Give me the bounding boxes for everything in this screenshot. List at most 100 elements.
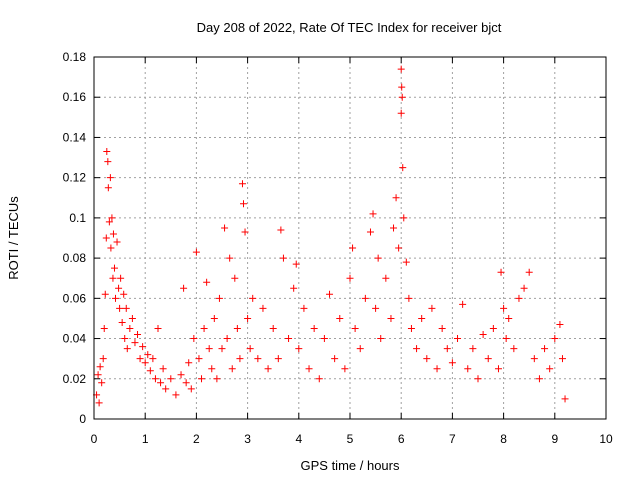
y-tick-label: 0: [79, 412, 86, 426]
data-point: [120, 290, 128, 298]
data-point: [240, 200, 248, 208]
data-point: [157, 379, 165, 387]
data-point: [398, 83, 406, 91]
data-point: [274, 355, 282, 363]
data-point: [134, 331, 142, 339]
data-point: [290, 284, 298, 292]
data-point: [259, 304, 267, 312]
data-point: [154, 325, 162, 332]
data-point: [479, 331, 487, 339]
data-point: [238, 180, 246, 188]
data-point: [210, 314, 218, 322]
data-point: [215, 294, 223, 302]
data-point: [428, 304, 436, 312]
data-point: [349, 244, 357, 252]
data-point: [448, 359, 456, 367]
data-point: [269, 325, 277, 332]
data-point: [136, 355, 144, 363]
y-tick-label: 0.1: [69, 211, 86, 225]
data-point: [241, 228, 249, 236]
data-point: [494, 365, 502, 373]
data-point: [151, 375, 159, 383]
data-point: [377, 335, 385, 343]
data-point: [98, 379, 106, 387]
data-points: [93, 65, 569, 407]
data-point: [320, 335, 328, 343]
y-axis-label: ROTI / TECUs: [6, 196, 21, 280]
data-point: [510, 345, 518, 353]
data-point: [205, 345, 213, 353]
data-point: [369, 210, 377, 218]
data-point: [233, 325, 241, 332]
data-point: [185, 359, 193, 367]
data-point: [305, 365, 313, 373]
data-point: [162, 385, 170, 393]
data-point: [400, 214, 408, 222]
data-point: [236, 355, 244, 363]
data-point: [505, 314, 513, 322]
data-point: [395, 244, 403, 252]
data-point: [244, 314, 252, 322]
data-point: [484, 355, 492, 363]
data-point: [366, 228, 374, 236]
data-point: [525, 268, 533, 276]
data-point: [231, 274, 239, 282]
data-point: [108, 214, 116, 222]
data-point: [300, 304, 308, 312]
data-point: [110, 264, 118, 272]
data-point: [254, 355, 262, 363]
data-point: [104, 158, 112, 166]
data-point: [277, 226, 285, 234]
data-point: [112, 294, 120, 302]
data-point: [95, 399, 103, 407]
x-tick-label: 7: [449, 432, 456, 446]
data-point: [558, 355, 566, 363]
data-point: [123, 345, 131, 353]
data-point: [223, 335, 231, 343]
data-point: [556, 320, 564, 328]
data-point: [497, 268, 505, 276]
data-point: [502, 335, 510, 343]
data-point: [117, 274, 125, 282]
data-point: [464, 365, 472, 373]
data-point: [433, 365, 441, 373]
data-point: [551, 335, 559, 343]
data-point: [203, 278, 211, 286]
data-point: [218, 345, 226, 353]
data-point: [546, 365, 554, 373]
data-point: [454, 335, 462, 343]
data-point: [390, 224, 398, 232]
data-point: [515, 294, 523, 302]
data-point: [96, 363, 104, 371]
data-point: [407, 325, 415, 332]
data-point: [398, 93, 406, 101]
y-tick-label: 0.02: [63, 372, 87, 386]
grid: [94, 57, 606, 419]
data-point: [372, 304, 380, 312]
data-point: [331, 355, 339, 363]
data-point: [443, 345, 451, 353]
data-point: [195, 355, 203, 363]
data-point: [106, 174, 114, 182]
data-point: [116, 304, 124, 312]
x-tick-label: 0: [91, 432, 98, 446]
x-tick-label: 1: [142, 432, 149, 446]
x-tick-label: 10: [599, 432, 613, 446]
data-point: [141, 359, 149, 367]
data-point: [213, 375, 221, 383]
data-point: [101, 290, 109, 298]
y-tick-label: 0.06: [63, 291, 87, 305]
data-point: [104, 184, 112, 192]
data-point: [144, 351, 152, 359]
data-point: [469, 345, 477, 353]
data-point: [397, 109, 405, 117]
data-point: [405, 294, 413, 302]
data-point: [413, 345, 421, 353]
data-point: [99, 355, 107, 363]
data-point: [530, 355, 538, 363]
data-point: [126, 325, 134, 332]
data-point: [392, 194, 400, 202]
data-point: [180, 284, 188, 292]
data-point: [115, 284, 123, 292]
